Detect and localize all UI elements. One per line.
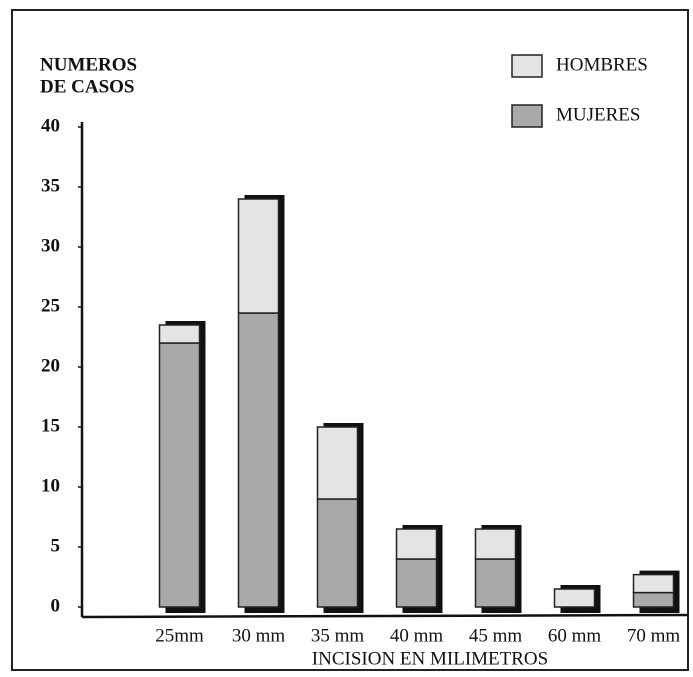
x-tick-label: 40 mm — [390, 625, 444, 646]
y-tick-label: 20 — [41, 355, 60, 376]
x-tick-label: 25mm — [155, 625, 204, 646]
bar-segment — [474, 558, 517, 608]
legend-swatch — [511, 54, 543, 78]
legend-swatch — [511, 104, 543, 128]
bar-segment — [474, 528, 517, 560]
bar-segment — [553, 588, 596, 608]
bar-segment — [316, 498, 359, 608]
y-tick-label: 15 — [41, 415, 60, 436]
x-tick-label: 60 mm — [548, 625, 602, 646]
x-tick-label: 30 mm — [232, 625, 286, 646]
y-tick-label: 30 — [41, 235, 60, 256]
bar-segment — [316, 426, 359, 500]
y-tick-label: 0 — [51, 595, 61, 616]
x-axis — [81, 613, 689, 619]
y-tick-label: 10 — [41, 475, 60, 496]
bar-segment — [158, 324, 201, 344]
legend-label: MUJERES — [556, 104, 640, 125]
x-tick-label: 45 mm — [469, 625, 523, 646]
y-tick-label: 25 — [41, 295, 60, 316]
y-axis-label: DE CASOS — [40, 76, 135, 97]
x-tick-label: 35 mm — [311, 625, 365, 646]
x-tick-label: 70 mm — [627, 625, 681, 646]
x-axis-label: INCISION EN MILIMETROS — [312, 648, 548, 669]
y-tick-label: 40 — [41, 115, 60, 136]
frame — [11, 9, 689, 671]
bar-segment — [158, 342, 201, 608]
y-axis-label: NUMEROS — [40, 54, 137, 75]
y-tick-label: 5 — [51, 535, 61, 556]
bar-segment — [237, 312, 280, 608]
legend-label: HOMBRES — [556, 54, 648, 75]
y-tick-label: 35 — [41, 175, 60, 196]
bar-segment — [395, 528, 438, 560]
bar-segment — [395, 558, 438, 608]
bar-segment — [237, 198, 280, 314]
bar-segment — [632, 573, 675, 594]
bar-segment — [632, 591, 675, 608]
